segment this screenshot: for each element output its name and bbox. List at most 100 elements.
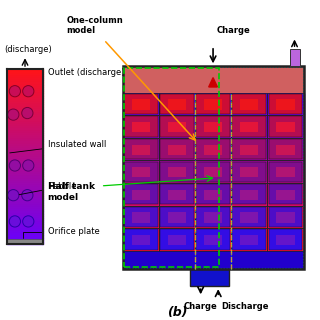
Text: (discharge): (discharge)	[4, 45, 52, 54]
Bar	[160, 184, 194, 204]
Bar	[124, 116, 157, 137]
Bar	[7, 172, 43, 174]
Bar	[123, 100, 304, 102]
Bar	[123, 168, 304, 170]
Bar	[196, 229, 230, 250]
Bar	[168, 190, 186, 200]
Bar	[268, 162, 302, 182]
Bar	[124, 94, 157, 114]
Bar	[7, 83, 43, 85]
Bar	[240, 190, 258, 200]
Bar	[7, 213, 43, 216]
Bar	[124, 68, 219, 267]
Bar	[7, 109, 43, 111]
Bar	[240, 122, 258, 132]
Bar	[123, 156, 304, 158]
Bar	[7, 155, 43, 157]
Bar	[132, 100, 150, 109]
Bar	[123, 115, 159, 138]
Bar	[123, 245, 304, 247]
Circle shape	[22, 189, 33, 201]
Bar	[123, 215, 304, 217]
Bar	[123, 114, 304, 116]
Bar	[132, 212, 150, 223]
Bar	[123, 237, 304, 239]
Bar	[123, 188, 304, 189]
Bar	[123, 132, 304, 134]
Bar	[7, 203, 43, 205]
Bar	[7, 229, 43, 231]
Bar	[123, 183, 159, 206]
Bar	[195, 206, 231, 228]
Bar	[123, 176, 304, 178]
Bar	[7, 89, 43, 91]
Bar	[276, 145, 294, 155]
Bar	[160, 229, 194, 250]
Text: Pebble: Pebble	[19, 182, 76, 195]
Bar	[268, 183, 304, 206]
Circle shape	[22, 108, 33, 119]
Text: Charge: Charge	[184, 302, 218, 311]
Bar	[123, 223, 304, 225]
Bar	[123, 247, 304, 249]
Bar	[195, 183, 231, 206]
Bar	[7, 242, 43, 244]
Bar	[132, 190, 150, 200]
Bar	[123, 122, 304, 124]
Bar	[123, 148, 304, 150]
Bar	[7, 165, 43, 168]
Bar	[123, 130, 304, 132]
Bar	[7, 96, 43, 98]
Bar	[195, 115, 231, 138]
Bar	[123, 66, 304, 269]
Bar	[123, 213, 304, 215]
Bar	[7, 78, 43, 80]
Bar	[123, 118, 304, 120]
Bar	[123, 110, 304, 112]
Bar	[268, 116, 302, 137]
Bar	[276, 235, 294, 245]
Bar	[7, 131, 43, 133]
Bar	[123, 199, 304, 201]
Bar	[123, 170, 304, 172]
Text: Outlet (discharge): Outlet (discharge)	[42, 68, 124, 85]
Circle shape	[8, 189, 19, 201]
Bar	[7, 100, 43, 102]
Bar	[7, 168, 43, 170]
Bar	[268, 207, 302, 227]
Bar	[204, 122, 222, 132]
Bar	[240, 145, 258, 155]
Bar	[7, 220, 43, 222]
Bar	[159, 115, 195, 138]
Bar	[123, 120, 304, 122]
Bar	[7, 224, 43, 227]
Bar	[7, 98, 43, 100]
Bar	[195, 92, 231, 115]
Bar	[123, 144, 304, 146]
Bar	[7, 218, 43, 220]
Bar	[7, 128, 43, 131]
Bar	[276, 100, 294, 109]
Bar	[132, 235, 150, 245]
Bar	[204, 145, 222, 155]
Bar	[7, 74, 43, 76]
Bar	[124, 229, 157, 250]
Bar	[268, 228, 304, 251]
Bar	[7, 146, 43, 148]
Bar	[232, 116, 266, 137]
Bar	[123, 104, 304, 107]
Bar	[7, 240, 43, 242]
Bar	[7, 113, 43, 115]
Bar	[123, 136, 304, 138]
Circle shape	[23, 160, 34, 171]
Bar	[123, 197, 304, 199]
Bar	[232, 184, 266, 204]
Bar	[124, 207, 157, 227]
Bar	[123, 221, 304, 223]
Bar	[123, 158, 304, 160]
Bar	[7, 209, 43, 212]
Bar	[231, 115, 268, 138]
Bar	[123, 99, 304, 100]
Bar	[7, 141, 43, 144]
Bar	[132, 167, 150, 177]
